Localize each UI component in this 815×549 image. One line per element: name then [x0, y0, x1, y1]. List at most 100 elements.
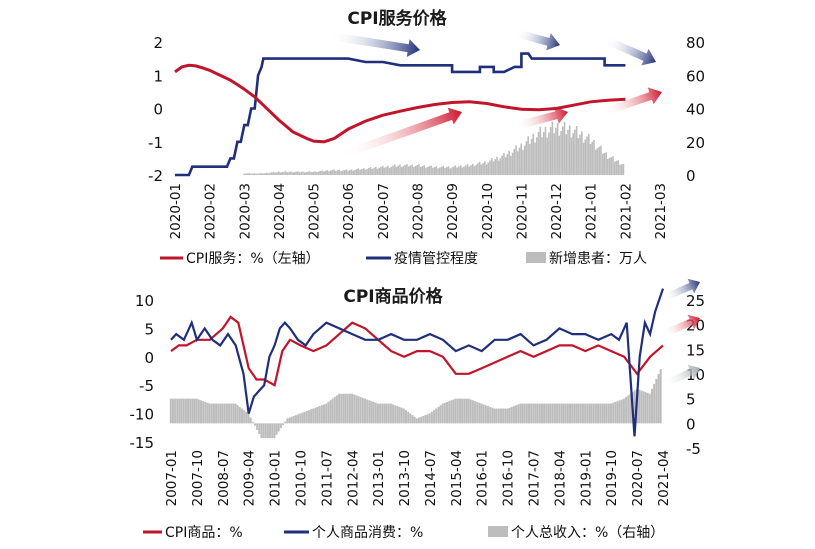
bottom-income-bar: [657, 374, 660, 424]
bottom-income-bar: [204, 401, 207, 424]
top-x-tick: 2020-01: [168, 183, 184, 239]
bottom-income-bar: [402, 408, 405, 424]
legend-swatch-new-patients: [526, 252, 546, 263]
bottom-income-bar: [646, 392, 649, 424]
top-patients-bar: [577, 137, 580, 175]
bottom-income-bar: [610, 403, 613, 424]
top-cpi-service-line: [174, 63, 626, 144]
bottom-income-bar: [271, 423, 274, 439]
top-control-level-line: [175, 52, 626, 177]
bottom-x-tick: 2013-10: [397, 450, 413, 506]
bottom-income-bar: [579, 403, 582, 424]
top-patients-bar: [279, 172, 282, 175]
bottom-income-bar: [659, 369, 662, 424]
bottom-income-bar: [288, 417, 291, 424]
top-patients-bar: [260, 173, 263, 175]
bottom-income-bar: [443, 402, 446, 424]
bottom-income-bar: [206, 402, 209, 424]
top-patients-bar: [579, 134, 581, 175]
top-patients-bar: [445, 167, 448, 175]
bottom-income-bar: [284, 421, 287, 424]
top-x-tick: 2020-04: [272, 183, 288, 239]
top-patients-bar: [574, 129, 576, 175]
top-patients-bar: [556, 122, 559, 175]
bottom-x-tick: 2008-07: [216, 450, 232, 506]
top-patients-bar: [596, 148, 599, 175]
bottom-income-bar: [446, 401, 449, 424]
top-patients-bar: [581, 131, 583, 175]
bottom-income-bar: [508, 407, 511, 424]
bottom-income-bar: [195, 398, 198, 424]
bottom-income-bar: [640, 390, 643, 424]
bottom-x-tick: 2007-10: [190, 450, 206, 506]
bottom-income-bar: [592, 403, 595, 424]
bottom-income-bar: [212, 403, 215, 424]
bottom-income-bar: [426, 414, 429, 424]
bottom-income-bar: [342, 393, 345, 424]
bottom-x-tick: 2012-04: [345, 450, 361, 506]
bottom-left-tick: 0: [144, 349, 154, 367]
bottom-chart-title: CPI商品价格: [343, 286, 443, 307]
top-patients-bar: [253, 173, 256, 175]
top-left-tick: -2: [148, 167, 163, 185]
top-patients-bar: [494, 159, 497, 175]
top-patients-bar: [430, 165, 432, 175]
top-patients-bar: [608, 157, 611, 175]
top-x-tick: 2020-06: [341, 183, 357, 239]
top-patients-bar: [251, 173, 254, 175]
bottom-income-bar: [616, 401, 619, 424]
top-patients-bar: [539, 126, 542, 175]
bottom-income-bar: [463, 398, 466, 424]
top-patients-bar: [322, 171, 325, 175]
bottom-income-bar: [376, 403, 379, 424]
bottom-left-tick: -5: [139, 377, 154, 395]
top-trend-arrow-shape: [514, 29, 560, 51]
top-patients-bar: [549, 127, 552, 175]
top-patients-bar: [603, 152, 606, 175]
top-patients-bar: [357, 168, 360, 175]
bottom-income-bar: [556, 403, 559, 424]
top-patients-bar: [484, 161, 486, 175]
top-x-tick: 2020-09: [445, 183, 461, 239]
bottom-income-bar: [590, 403, 593, 424]
top-patients-bar: [354, 169, 356, 175]
top-patients-bar: [317, 171, 320, 175]
top-patients-bar: [532, 133, 535, 175]
top-patients-bar: [473, 166, 476, 175]
top-patients-bar: [437, 168, 439, 175]
bottom-income-bar: [558, 403, 561, 424]
top-patients-bar: [477, 163, 479, 175]
bottom-trend-arrow-shape: [662, 314, 700, 338]
bottom-income-bar: [187, 398, 190, 424]
bottom-income-bar: [346, 393, 349, 424]
bottom-income-bar: [607, 403, 610, 424]
legend-label-control-level: 疫情管控程度: [394, 251, 478, 267]
top-patients-bar: [541, 137, 543, 175]
bottom-income-bar: [344, 393, 347, 424]
top-patients-bar: [563, 121, 566, 175]
top-x-tick: 2020-08: [411, 183, 427, 239]
top-patients-bar: [515, 145, 517, 175]
top-patients-bar: [371, 168, 374, 175]
bottom-income-bar: [325, 403, 328, 424]
top-x-tick: 2020-07: [376, 183, 392, 239]
top-patients-bar: [366, 168, 368, 175]
top-patients-bar: [456, 167, 458, 175]
bottom-income-bar: [355, 395, 358, 424]
top-patients-bar: [373, 167, 375, 175]
top-patients-bar: [286, 172, 289, 175]
top-patients-bar: [291, 172, 294, 175]
bottom-income-bar: [515, 405, 518, 424]
bottom-x-tick: 2017-07: [527, 450, 543, 506]
bottom-income-bar: [622, 398, 625, 424]
top-patients-bar: [355, 169, 358, 175]
top-patients-bar: [534, 142, 536, 175]
top-patients-bar: [565, 134, 568, 175]
bottom-income-bar: [387, 403, 390, 424]
bottom-income-bar: [314, 407, 317, 424]
bottom-income-bar: [333, 397, 336, 424]
top-patients-bar: [347, 170, 349, 175]
top-patients-bar: [272, 171, 275, 175]
top-patients-bar: [605, 152, 607, 175]
bottom-left-tick: -10: [130, 406, 155, 424]
